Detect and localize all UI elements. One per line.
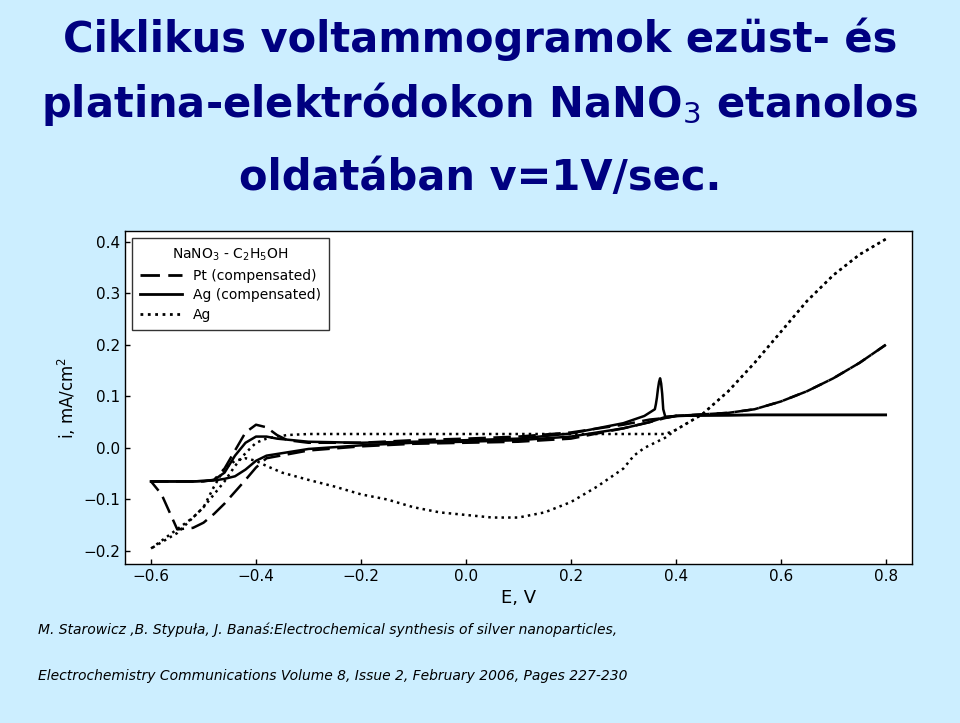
Text: oldatában v=1V/sec.: oldatában v=1V/sec. [239, 157, 721, 199]
Y-axis label: i, mA/cm$^2$: i, mA/cm$^2$ [56, 356, 78, 439]
Text: Electrochemistry Communications Volume 8, Issue 2, February 2006, Pages 227-230: Electrochemistry Communications Volume 8… [38, 669, 628, 683]
Legend: Pt (compensated), Ag (compensated), Ag: Pt (compensated), Ag (compensated), Ag [132, 239, 329, 330]
X-axis label: E, V: E, V [501, 589, 536, 607]
Text: M. Starowicz ,B. Stypuła, J. Banaś:Electrochemical synthesis of silver nanoparti: M. Starowicz ,B. Stypuła, J. Banaś:Elect… [38, 622, 617, 637]
Text: Ciklikus voltammogramok ezüst- és: Ciklikus voltammogramok ezüst- és [62, 17, 898, 61]
Text: platina-elektródokon NaNO$_3$ etanolos: platina-elektródokon NaNO$_3$ etanolos [41, 80, 919, 128]
